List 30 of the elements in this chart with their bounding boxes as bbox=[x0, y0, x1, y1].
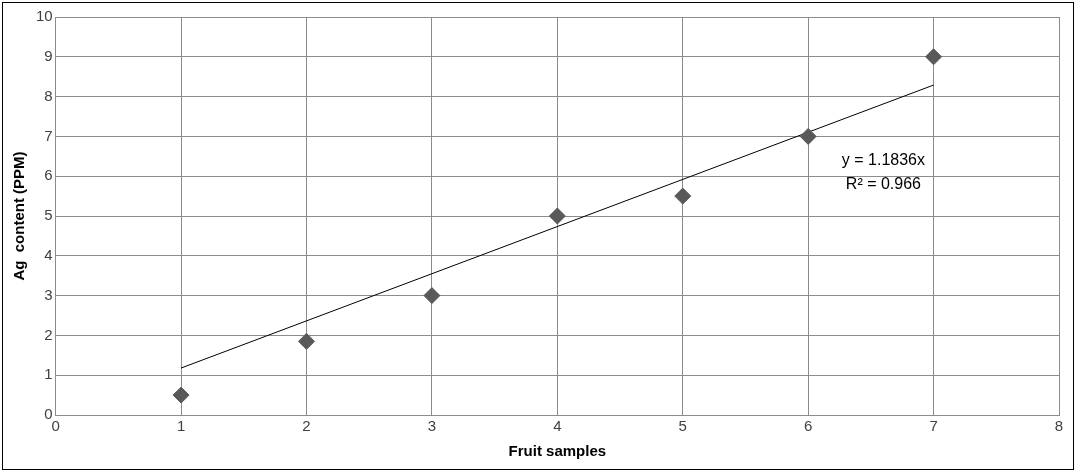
x-tick-label: 8 bbox=[1054, 417, 1064, 435]
y-tick-label: 1 bbox=[44, 365, 53, 383]
y-tick-label: 3 bbox=[44, 285, 53, 303]
x-tick-label: 6 bbox=[804, 417, 813, 435]
y-tick-label: 4 bbox=[44, 245, 53, 263]
point bbox=[172, 386, 190, 404]
x-tick-label: 4 bbox=[553, 417, 562, 435]
point bbox=[548, 207, 566, 225]
x-tick-label: 7 bbox=[929, 417, 938, 435]
y-tick-label: 6 bbox=[44, 166, 53, 184]
point bbox=[925, 48, 943, 66]
point bbox=[674, 187, 692, 205]
y-tick-label: 0 bbox=[44, 405, 53, 423]
y-tick-label: 10 bbox=[36, 7, 53, 25]
y-axis-title: Ag content (PPM) bbox=[10, 151, 28, 281]
y-tick-label: 9 bbox=[44, 46, 53, 64]
annotation: y = 1.1836x bbox=[841, 150, 926, 168]
x-tick-label: 2 bbox=[302, 417, 311, 435]
point bbox=[298, 332, 316, 350]
point bbox=[423, 287, 441, 305]
y-tick-label: 8 bbox=[44, 86, 53, 104]
x-tick-label: 5 bbox=[678, 417, 687, 435]
annotation: R² = 0.966 bbox=[845, 174, 922, 192]
point bbox=[799, 127, 817, 145]
x-tick-label: 1 bbox=[176, 417, 186, 435]
y-tick-label: 5 bbox=[44, 206, 53, 224]
y-tick-label: 2 bbox=[44, 325, 53, 343]
x-axis-title: Fruit samples bbox=[508, 442, 607, 460]
x-tick-label: 3 bbox=[427, 417, 437, 435]
y-tick-label: 7 bbox=[44, 126, 53, 144]
